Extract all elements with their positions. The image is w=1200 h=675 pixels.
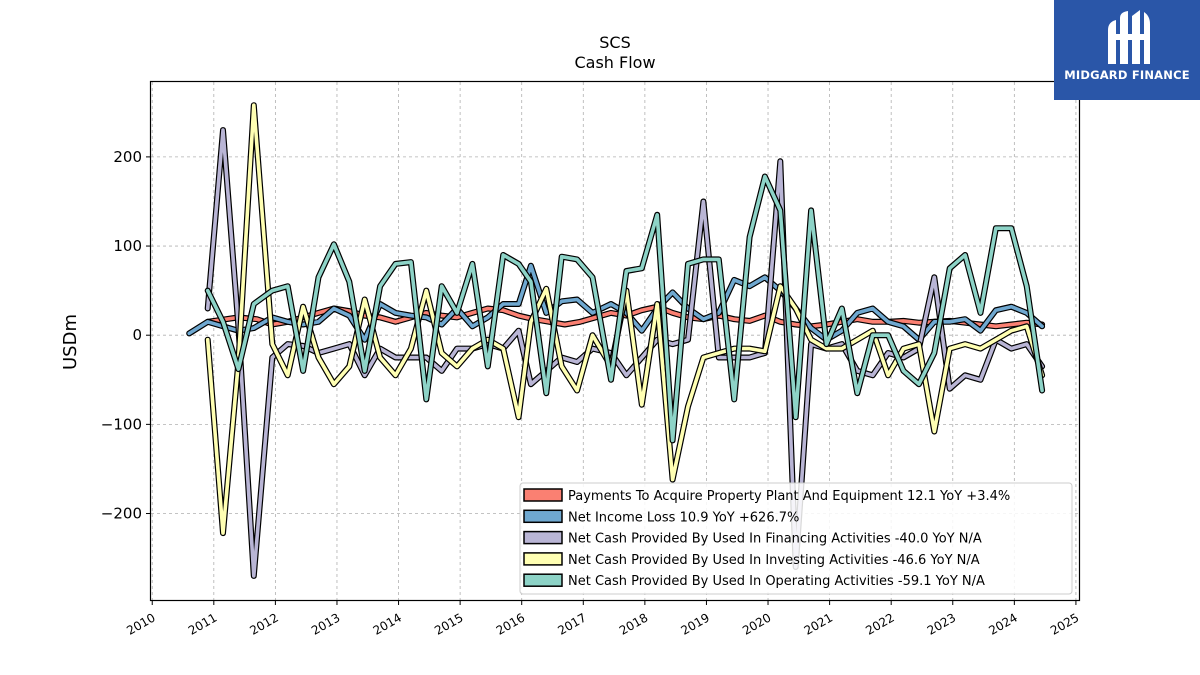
legend-item: Payments To Acquire Property Plant And E… [523, 488, 1010, 504]
plot-frame [149, 80, 1081, 602]
y-tick-label: 0 [132, 326, 142, 344]
brand-logo-icon [1108, 10, 1150, 64]
series-stroke [205, 174, 1044, 443]
series-line-2 [204, 127, 1046, 579]
legend-label: Net Cash Provided By Used In Operating A… [568, 574, 985, 589]
y-tick-label: −100 [101, 415, 142, 433]
legend-item: Net Cash Provided By Used In Financing A… [523, 530, 982, 547]
legend-swatch [523, 530, 563, 545]
y-axis-label: USDm [60, 314, 81, 370]
y-tick-label: −200 [101, 505, 142, 523]
series-line-4 [204, 173, 1046, 444]
legend-item: Net Cash Provided By Used In Operating A… [523, 573, 985, 589]
series-stroke [205, 128, 1044, 578]
legend-label: Net Cash Provided By Used In Financing A… [568, 532, 982, 547]
legend-swatch [523, 552, 563, 566]
legend-swatch [523, 488, 563, 502]
legend-item: Net Cash Provided By Used In Investing A… [523, 552, 980, 568]
y-tick-label: 100 [113, 237, 142, 255]
legend-swatch [523, 573, 563, 587]
legend-label: Net Income Loss 10.9 YoY +626.7% [568, 510, 799, 525]
chart-subtitle: Cash Flow [574, 53, 655, 72]
brand-logo: MIDGARD FINANCE [1054, 0, 1200, 100]
legend-box [519, 482, 1073, 595]
legend-item: Net Income Loss 10.9 YoY +626.7% [523, 509, 799, 525]
y-tick-label: 200 [113, 148, 142, 166]
legend: Payments To Acquire Property Plant And E… [519, 482, 1073, 595]
series-layer [186, 102, 1046, 579]
chart-title: SCS [599, 33, 630, 52]
legend-swatch [523, 509, 563, 524]
legend-label: Net Cash Provided By Used In Investing A… [568, 553, 980, 568]
brand-logo-text: MIDGARD FINANCE [1064, 68, 1190, 82]
legend-label: Payments To Acquire Property Plant And E… [568, 489, 1010, 504]
